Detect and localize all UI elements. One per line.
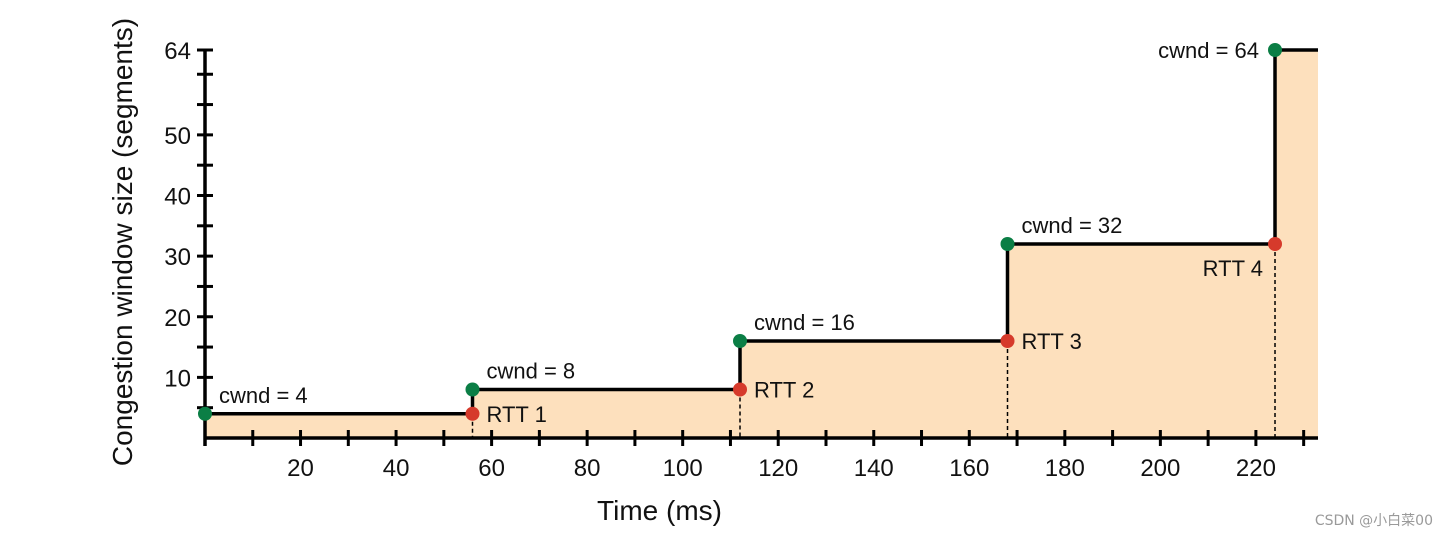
x-tick-label: 80 [574,455,601,482]
cwnd-marker [1000,237,1015,251]
y-axis-title: Congestion window size (segments) [107,18,138,466]
cwnd-label: cwnd = 32 [1022,213,1123,238]
x-tick-label: 160 [949,455,989,482]
x-axis-title: Time (ms) [597,495,722,526]
x-tick-label: 120 [758,455,798,482]
cwnd-marker [198,406,212,421]
x-tick-label: 100 [663,455,703,482]
x-tick-label: 180 [1045,455,1085,482]
y-tick-label: 20 [164,305,191,332]
rtt-marker [465,406,480,421]
cwnd-label: cwnd = 16 [754,310,855,335]
cwnd-label: cwnd = 4 [219,383,308,408]
x-tick-label: 200 [1140,455,1180,482]
rtt-marker [733,382,748,397]
rtt-label: RTT 1 [487,402,547,427]
rtt-label: RTT 3 [1022,329,1082,354]
cwnd-label: cwnd = 8 [487,359,576,384]
cwnd-marker [733,334,748,348]
x-tick-label: 20 [287,455,314,482]
cwnd-step-line [205,48,1318,416]
x-tick-label: 140 [854,455,894,482]
x-tick-label: 40 [383,455,410,482]
y-tick-label: 40 [164,184,191,211]
cwnd-label: cwnd = 64 [1158,38,1259,63]
rtt-marker [1268,237,1283,251]
csdn-watermark: CSDN @小白菜00 [1314,513,1433,529]
area-fill [205,50,1318,438]
rtt-marker [1000,334,1015,348]
y-tick-label: 30 [164,244,191,271]
x-tick-label: 60 [478,455,505,482]
y-tick-label: 10 [164,365,191,392]
rtt-label: RTT 2 [754,378,814,403]
cwnd-marker [1268,43,1283,57]
y-tick-label: 64 [164,38,191,65]
rtt-label: RTT 4 [1203,256,1263,281]
y-tick-label: 50 [164,123,191,150]
x-tick-label: 220 [1236,455,1276,482]
cwnd-marker [465,382,480,397]
